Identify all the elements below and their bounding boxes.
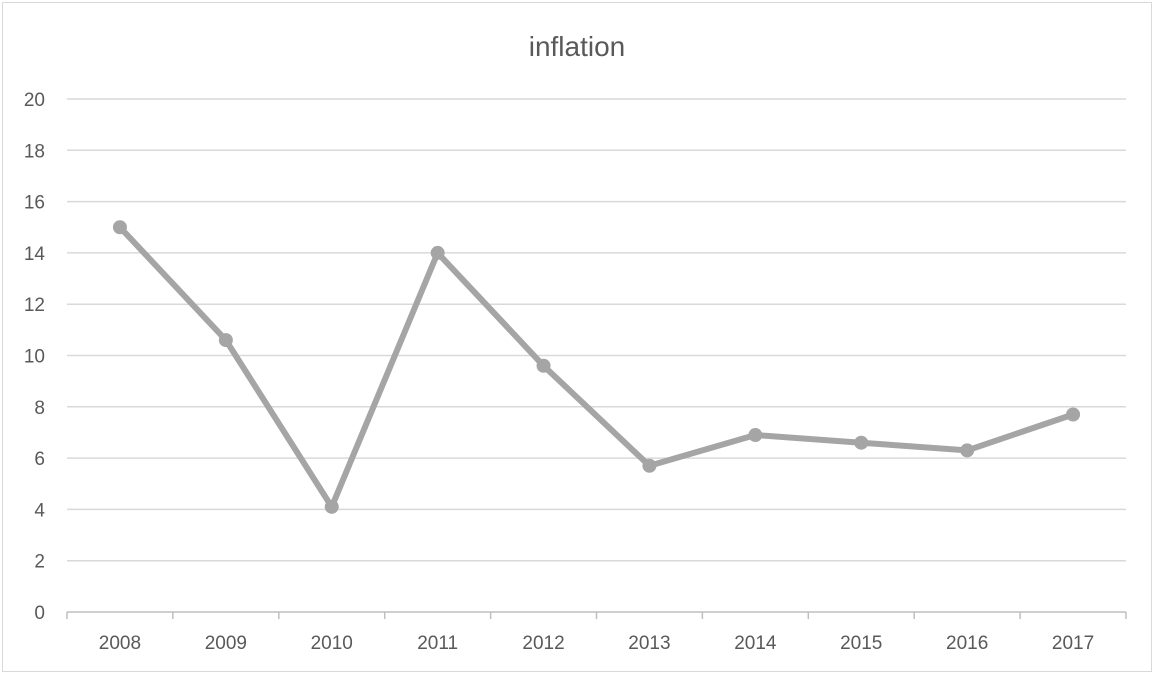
y-tick-label: 14 xyxy=(24,244,46,265)
x-axis xyxy=(66,611,1127,619)
y-tick-label: 18 xyxy=(24,141,45,162)
y-tick-label: 4 xyxy=(34,500,45,521)
x-tick-label: 2013 xyxy=(628,633,670,654)
data-point xyxy=(218,333,233,348)
data-point xyxy=(960,443,975,458)
chart-title: inflation xyxy=(529,31,626,62)
y-tick-label: 12 xyxy=(24,295,45,316)
x-tick-label: 2008 xyxy=(99,633,141,654)
x-tick-label: 2010 xyxy=(311,633,353,654)
x-tick-label: 2016 xyxy=(946,633,988,654)
data-point xyxy=(854,435,869,450)
x-tick-label: 2012 xyxy=(522,633,564,654)
y-tick-label: 2 xyxy=(34,552,45,573)
y-axis-tick-labels: 0 2 4 6 8 10 12 14 16 18 20 xyxy=(24,90,46,624)
y-tick-label: 16 xyxy=(24,193,45,214)
x-tick-label: 2015 xyxy=(840,633,882,654)
y-tick-label: 20 xyxy=(24,90,45,111)
data-point xyxy=(748,428,763,443)
data-point xyxy=(1066,407,1081,422)
gridlines xyxy=(67,98,1126,562)
data-point xyxy=(430,245,445,260)
x-axis-tick-labels: 2008 2009 2010 2011 2012 2013 2014 2015 2016 2017 xyxy=(99,633,1094,654)
series-inflation xyxy=(112,220,1081,514)
series-line xyxy=(116,224,1077,510)
data-point xyxy=(642,458,657,473)
x-tick-label: 2014 xyxy=(734,633,777,654)
x-tick-label: 2011 xyxy=(417,633,458,654)
y-tick-label: 0 xyxy=(34,603,45,624)
x-tick-label: 2017 xyxy=(1052,633,1094,654)
x-tick-label: 2009 xyxy=(205,633,247,654)
data-point xyxy=(536,358,551,373)
y-tick-label: 10 xyxy=(24,347,45,368)
y-tick-label: 6 xyxy=(34,449,45,470)
data-point xyxy=(324,499,339,514)
data-point xyxy=(112,220,127,235)
y-tick-label: 8 xyxy=(34,398,45,419)
